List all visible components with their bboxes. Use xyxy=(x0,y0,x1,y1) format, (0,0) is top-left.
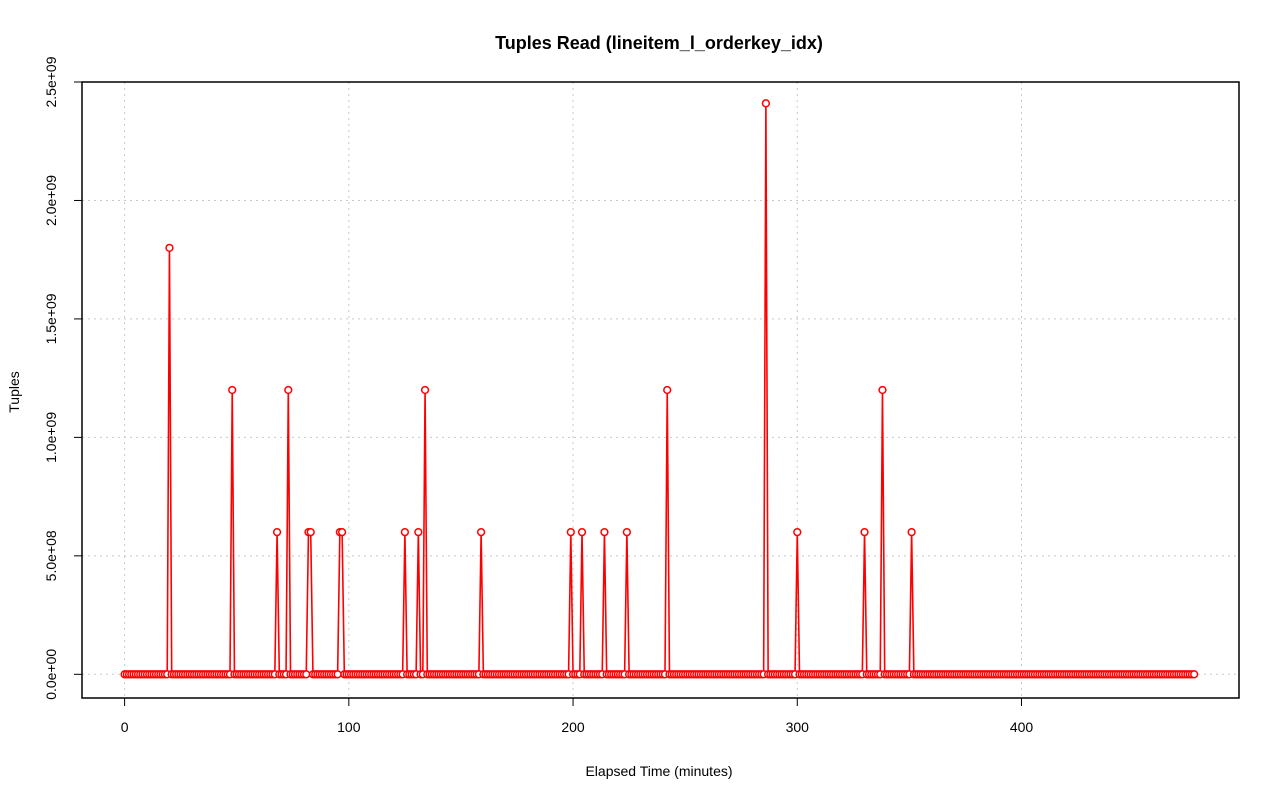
data-point xyxy=(761,99,771,108)
data-point xyxy=(476,528,486,537)
x-tick-label: 0 xyxy=(121,719,129,735)
data-point xyxy=(165,243,174,253)
data-point xyxy=(1190,670,1199,679)
data-point xyxy=(860,528,869,537)
data-point xyxy=(420,385,430,395)
x-tick-label: 200 xyxy=(561,719,585,735)
data-point xyxy=(337,528,347,537)
plot-frame xyxy=(81,81,1240,699)
y-tick-label: 2.5e+09 xyxy=(43,56,59,107)
x-axis: 0 100 200 300 400 xyxy=(121,698,1034,735)
y-tick-label: 1.5e+09 xyxy=(43,293,59,344)
data-point xyxy=(577,528,587,537)
y-tick-label: 0.0e+00 xyxy=(43,649,59,700)
y-tick-label: 1.0e+09 xyxy=(43,412,59,463)
x-axis-label: Elapsed Time (minutes) xyxy=(585,763,732,779)
x-tick-label: 300 xyxy=(786,719,810,735)
x-tick-label: 100 xyxy=(337,719,361,735)
y-tick-label: 2.0e+09 xyxy=(43,175,59,226)
grid xyxy=(82,81,1239,698)
x-tick-label: 400 xyxy=(1010,719,1034,735)
data-point xyxy=(878,385,887,395)
y-tick-label: 5.0e+08 xyxy=(43,530,59,581)
data-point xyxy=(302,670,311,679)
data-point xyxy=(333,670,342,679)
series-tuples-read xyxy=(120,99,1199,679)
chart-title: Tuples Read (lineitem_l_orderkey_idx) xyxy=(495,33,823,53)
data-point xyxy=(284,385,293,395)
y-axis: 0.0e+00 5.0e+08 1.0e+09 1.5e+09 2.0e+09 2.5e+… xyxy=(43,56,82,700)
data-point xyxy=(622,528,632,537)
y-axis-label: Tuples xyxy=(6,371,22,413)
data-point xyxy=(793,528,802,537)
data-point xyxy=(600,528,609,537)
data-point xyxy=(566,528,575,537)
data-point xyxy=(306,528,315,537)
data-point xyxy=(400,528,410,537)
data-point xyxy=(907,528,916,537)
data-point xyxy=(272,528,282,537)
data-point xyxy=(228,385,237,395)
data-point xyxy=(414,528,423,537)
data-point xyxy=(663,385,672,395)
